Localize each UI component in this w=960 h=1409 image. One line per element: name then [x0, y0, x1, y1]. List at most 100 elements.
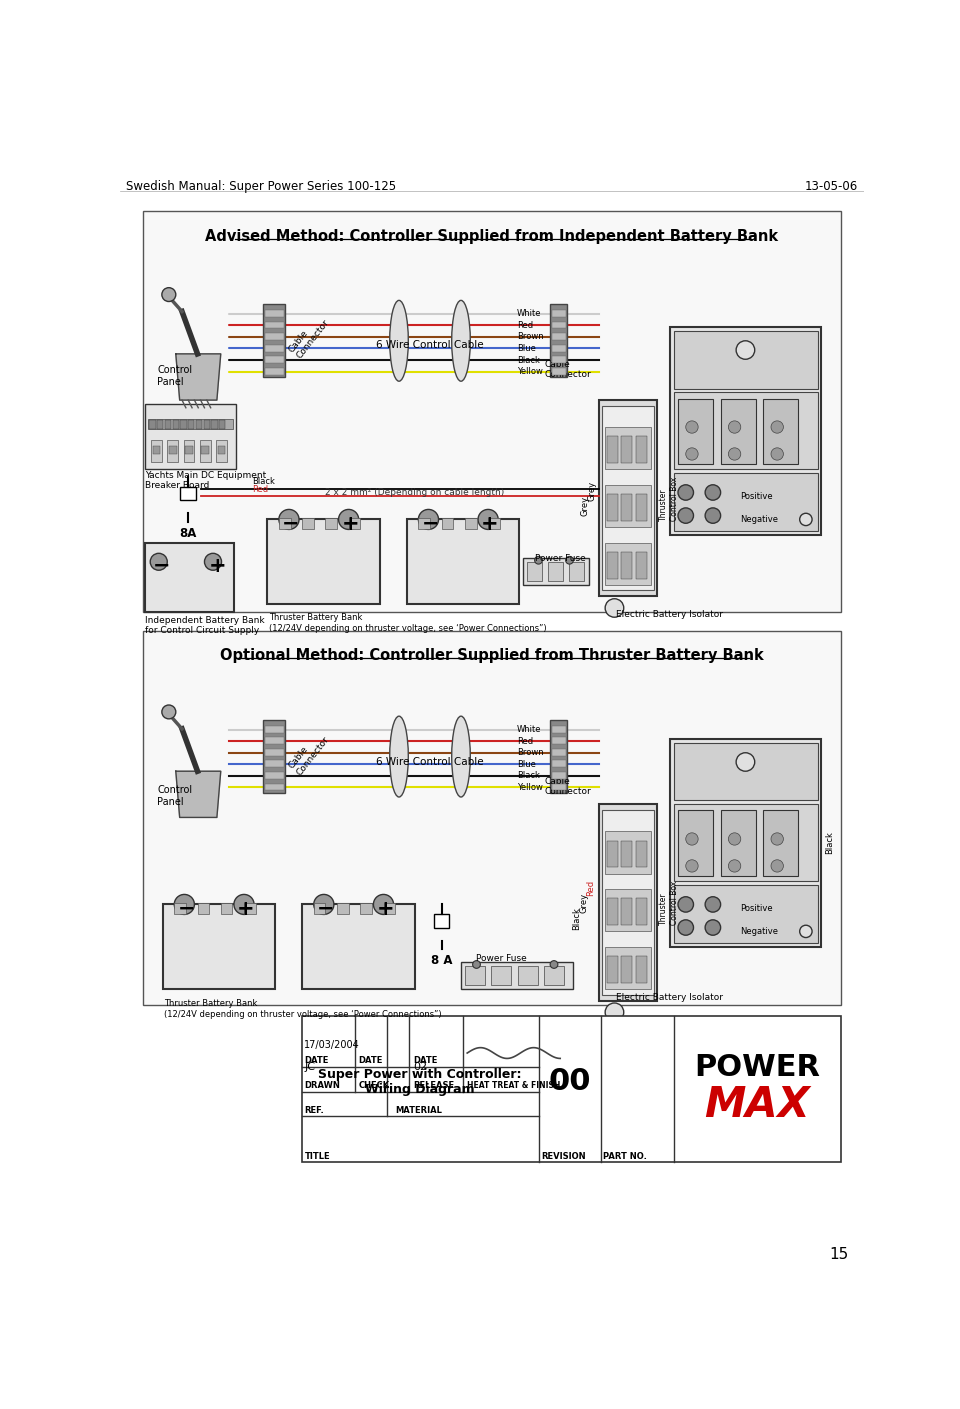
Bar — [568, 562, 585, 581]
Text: Electric Battery Isolator: Electric Battery Isolator — [616, 610, 723, 620]
Bar — [552, 726, 565, 733]
Text: White: White — [516, 726, 541, 734]
Text: Yachts Main DC Equipment
Breaker Board: Yachts Main DC Equipment Breaker Board — [145, 471, 266, 490]
Bar — [200, 440, 210, 462]
Bar — [607, 437, 617, 464]
Bar — [527, 562, 542, 581]
Circle shape — [729, 421, 741, 433]
Text: Power Fuse: Power Fuse — [476, 954, 527, 964]
Text: CHECK: CHECK — [359, 1081, 390, 1091]
Bar — [173, 420, 179, 428]
Text: +: + — [376, 899, 395, 919]
Bar — [607, 552, 617, 579]
Text: 8A: 8A — [180, 527, 197, 540]
Circle shape — [729, 448, 741, 461]
Bar — [265, 321, 283, 328]
Bar — [302, 1016, 841, 1162]
Bar — [552, 356, 565, 364]
Bar — [670, 738, 822, 947]
Bar — [153, 447, 160, 454]
Bar — [607, 841, 617, 868]
Bar — [605, 542, 651, 585]
Bar — [674, 805, 818, 882]
Polygon shape — [176, 354, 221, 400]
Circle shape — [535, 557, 542, 564]
Bar — [265, 783, 283, 790]
Circle shape — [706, 920, 721, 936]
Text: PART NO.: PART NO. — [603, 1151, 647, 1161]
Bar — [167, 440, 179, 462]
Bar — [636, 841, 647, 868]
Bar — [419, 519, 430, 530]
Bar — [145, 542, 234, 612]
Bar — [265, 368, 283, 375]
Text: MAX: MAX — [705, 1084, 810, 1126]
Text: Black: Black — [826, 831, 834, 854]
Bar — [265, 761, 283, 768]
Bar — [621, 495, 633, 521]
Circle shape — [771, 421, 783, 433]
Bar — [674, 473, 818, 531]
Bar — [314, 903, 325, 914]
Bar — [465, 519, 476, 530]
Bar — [169, 447, 177, 454]
Circle shape — [605, 599, 624, 617]
Text: Yellow: Yellow — [516, 368, 542, 376]
Bar — [763, 810, 798, 876]
Text: Black: Black — [572, 907, 581, 930]
Text: Electric Battery Isolator: Electric Battery Isolator — [616, 993, 723, 1002]
Bar — [442, 519, 453, 530]
Bar — [607, 957, 617, 983]
Circle shape — [150, 554, 167, 571]
Circle shape — [736, 752, 755, 771]
Bar — [204, 420, 210, 428]
Text: 17/03/2004: 17/03/2004 — [304, 1040, 360, 1050]
Bar — [216, 440, 227, 462]
Bar — [670, 327, 822, 535]
Circle shape — [550, 961, 558, 968]
Text: Blue: Blue — [516, 759, 536, 769]
Bar — [263, 720, 285, 793]
Bar — [721, 399, 756, 464]
Text: Black: Black — [252, 478, 275, 486]
Circle shape — [729, 833, 741, 845]
Bar — [348, 519, 360, 530]
Circle shape — [685, 859, 698, 872]
Bar — [678, 399, 713, 464]
Circle shape — [771, 859, 783, 872]
Bar — [636, 899, 647, 926]
Text: Control
Panel: Control Panel — [157, 365, 192, 387]
Text: Swedish Manual: Super Power Series 100-125: Swedish Manual: Super Power Series 100-1… — [126, 180, 396, 193]
Circle shape — [678, 507, 693, 523]
Circle shape — [419, 510, 439, 530]
Bar — [202, 447, 209, 454]
Text: Grey: Grey — [579, 893, 588, 913]
Bar — [636, 552, 647, 579]
Bar — [636, 437, 647, 464]
Bar — [265, 333, 283, 340]
Bar — [605, 947, 651, 989]
Circle shape — [162, 287, 176, 302]
Text: −: − — [282, 514, 300, 534]
Bar — [602, 810, 654, 995]
Bar — [552, 750, 565, 755]
Text: −: − — [178, 899, 195, 919]
Bar — [721, 810, 756, 876]
Ellipse shape — [452, 300, 470, 382]
Text: POWER: POWER — [694, 1053, 820, 1082]
Bar — [383, 903, 396, 914]
Text: 15: 15 — [829, 1247, 849, 1262]
Text: DRAWN: DRAWN — [304, 1081, 341, 1091]
Circle shape — [373, 895, 394, 914]
Bar — [185, 447, 193, 454]
Text: Control
Panel: Control Panel — [157, 785, 192, 807]
Bar — [605, 889, 651, 931]
Text: Thruster
Control Box: Thruster Control Box — [660, 881, 679, 926]
Bar — [265, 345, 283, 352]
Bar — [325, 519, 337, 530]
Circle shape — [175, 895, 194, 914]
Bar — [621, 957, 633, 983]
Text: Grey: Grey — [581, 496, 589, 517]
Text: Cable
Connector: Cable Connector — [287, 728, 330, 776]
Bar — [621, 899, 633, 926]
